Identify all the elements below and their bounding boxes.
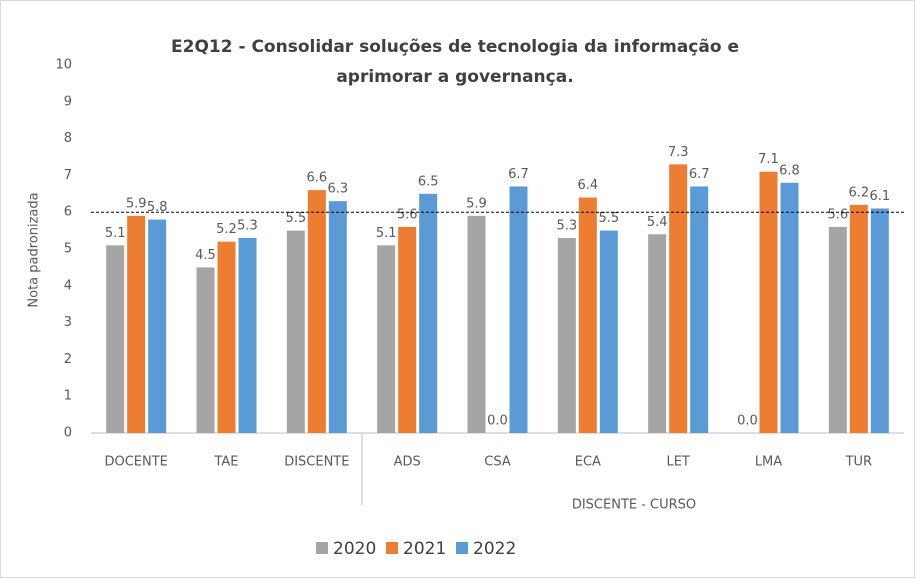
bar — [467, 215, 486, 433]
x-tick-label: CSA — [484, 455, 511, 470]
bar — [127, 215, 146, 433]
bar — [307, 190, 326, 433]
value-label: 5.3 — [237, 218, 258, 233]
y-tick-label: 9 — [64, 94, 72, 109]
bar — [106, 245, 125, 433]
value-label: 6.6 — [306, 171, 327, 186]
value-label: 6.2 — [848, 185, 869, 200]
bar — [398, 226, 417, 433]
value-label: 6.7 — [508, 167, 529, 182]
bar — [238, 237, 257, 433]
value-label: 6.8 — [779, 163, 800, 178]
value-label: 5.5 — [285, 211, 306, 226]
legend-swatch — [316, 542, 328, 554]
x-tick-label: LMA — [755, 455, 782, 470]
value-label: 5.6 — [397, 207, 418, 222]
value-label: 6.5 — [418, 174, 439, 189]
value-label: 5.6 — [827, 207, 848, 222]
x-tick-label: LET — [666, 455, 689, 470]
y-tick-label: 6 — [64, 205, 72, 220]
bar — [328, 201, 347, 433]
y-tick-label: 0 — [64, 426, 72, 441]
x-tick-label: TAE — [213, 455, 238, 470]
x-tick-label: ADS — [394, 455, 421, 470]
y-tick-label: 7 — [64, 168, 72, 183]
group-label: DISCENTE - CURSO — [572, 498, 696, 513]
x-tick-label: TUR — [845, 455, 873, 470]
value-label: 6.7 — [689, 167, 710, 182]
chart-title: E2Q12 - Consolidar soluções de tecnologi… — [171, 37, 739, 87]
value-label: 5.2 — [216, 222, 237, 237]
value-label: 6.3 — [327, 182, 348, 197]
value-label: 7.3 — [668, 145, 689, 160]
bar — [217, 241, 236, 433]
value-label: 5.3 — [556, 218, 577, 233]
bar — [828, 226, 847, 433]
y-tick-label: 1 — [64, 389, 72, 404]
bar — [870, 208, 889, 433]
x-tick-label: DISCENTE — [284, 455, 349, 470]
bar — [780, 182, 799, 433]
value-label: 0.0 — [487, 414, 508, 429]
y-tick-label: 5 — [64, 242, 72, 257]
value-label: 5.9 — [126, 196, 147, 211]
y-axis-label: Nota padronizada — [27, 192, 42, 307]
bar — [557, 237, 576, 433]
y-tick-label: 3 — [64, 315, 72, 330]
y-tick-label: 4 — [64, 278, 72, 293]
value-label: 5.4 — [647, 215, 668, 230]
x-tick-label: DOCENTE — [104, 455, 167, 470]
value-label: 6.1 — [869, 189, 890, 204]
value-label: 5.1 — [105, 226, 126, 241]
y-tick-label: 8 — [64, 131, 72, 146]
bar — [669, 164, 688, 434]
bar — [578, 197, 597, 433]
legend-label: 2020 — [333, 539, 376, 559]
value-label: 6.4 — [577, 178, 598, 193]
legend-swatch — [456, 542, 468, 554]
y-tick-label: 10 — [55, 58, 72, 73]
bar — [286, 230, 305, 433]
value-label: 0.0 — [737, 414, 758, 429]
legend-label: 2022 — [473, 539, 516, 559]
bar — [509, 186, 528, 433]
bar — [759, 171, 778, 433]
value-label: 4.5 — [195, 248, 216, 263]
value-label: 5.8 — [147, 200, 168, 215]
y-tick-label: 2 — [64, 352, 72, 367]
legend-swatch — [386, 542, 398, 554]
bar — [690, 186, 709, 433]
bar — [599, 230, 618, 433]
bar — [148, 219, 167, 433]
value-label: 5.5 — [598, 211, 619, 226]
value-label: 5.9 — [466, 196, 487, 211]
bar — [648, 234, 667, 433]
legend-label: 2021 — [403, 539, 446, 559]
x-tick-label: ECA — [575, 455, 601, 470]
bar — [419, 193, 438, 433]
bar — [849, 204, 868, 433]
bar — [377, 245, 396, 433]
value-label: 7.1 — [758, 152, 779, 167]
value-label: 5.1 — [376, 226, 397, 241]
bar — [196, 267, 215, 433]
